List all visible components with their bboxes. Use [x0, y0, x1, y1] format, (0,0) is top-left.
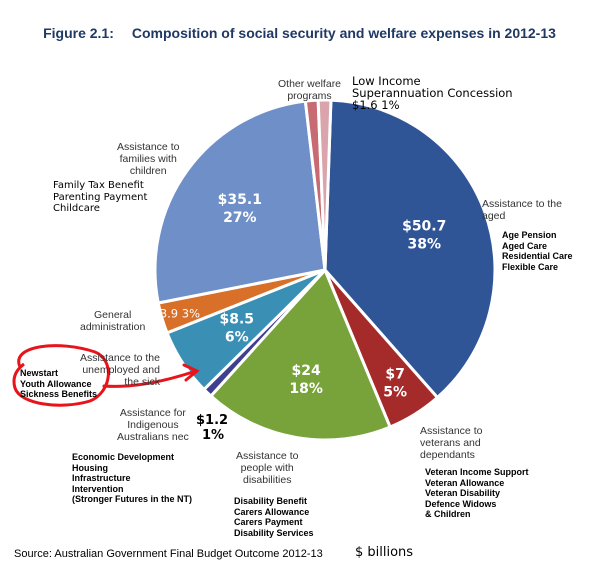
value-general-admin: $3.9 3%	[153, 306, 201, 320]
value-amount-2: $24	[292, 363, 321, 379]
units-label: $ billions	[355, 545, 414, 560]
details-unemployed: Newstart Youth Allowance Sickness Benefi…	[20, 368, 98, 399]
label-general-admin: General administration	[80, 309, 146, 333]
label-aged: Assistance to the aged	[482, 198, 562, 222]
value-amount-6: $35.1	[218, 192, 262, 208]
value-amount-0: $50.7	[402, 218, 446, 234]
pie-slice-2	[208, 267, 393, 442]
label-families: Assistance to families with children	[117, 141, 180, 177]
value-indigenous-amount: $1.2	[196, 413, 229, 428]
pie-slice-0	[323, 98, 497, 400]
figure-label: Figure 2.1:	[43, 25, 114, 41]
value-percent-2: 18%	[289, 381, 323, 397]
value-indigenous: $1.2 1%	[196, 413, 228, 443]
pie-slice-6	[153, 99, 327, 305]
value-amount-4: $8.5	[219, 312, 254, 328]
value-indigenous-percent: 1%	[202, 428, 225, 443]
details-disabilities: Disability Benefit Carers Allowance Care…	[234, 496, 314, 538]
value-percent-0: 38%	[407, 236, 441, 252]
details-aged: Age Pension Aged Care Residential Care F…	[502, 230, 573, 272]
label-veterans: Assistance to veterans and dependants	[420, 425, 483, 461]
value-percent-6: 27%	[223, 210, 257, 226]
value-percent-4: 6%	[225, 330, 249, 346]
label-low-income-super: Low Income Superannuation Concession $1.…	[352, 74, 513, 112]
annotation-arrow	[102, 363, 200, 388]
label-unemployed: Assistance to the unemployed and the sic…	[80, 352, 160, 388]
label-indigenous: Assistance for Indigenous Australians ne…	[117, 407, 189, 443]
label-disabilities: Assistance to people with disabilities	[236, 450, 299, 486]
details-indigenous: Economic Development Housing Infrastruct…	[72, 452, 192, 504]
source-note: Source: Australian Government Final Budg…	[14, 548, 323, 560]
value-percent-1: 5%	[383, 385, 407, 401]
details-families: Family Tax Benefit Parenting Payment Chi…	[53, 180, 148, 214]
value-amount-1: $7	[385, 367, 404, 383]
label-other-welfare: Other welfare programs	[278, 78, 342, 102]
annotation-circle	[12, 344, 110, 407]
pie-slice-8	[316, 98, 333, 271]
details-veterans: Veteran Income Support Veteran Allowance…	[425, 467, 529, 519]
chart-title: Figure 2.1: Composition of social securit…	[0, 25, 599, 41]
chart-title-text: Composition of social security and welfa…	[131, 25, 556, 41]
